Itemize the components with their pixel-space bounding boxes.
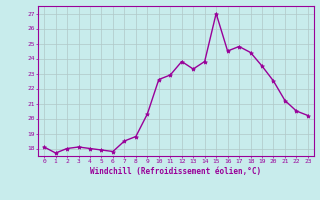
X-axis label: Windchill (Refroidissement éolien,°C): Windchill (Refroidissement éolien,°C): [91, 167, 261, 176]
